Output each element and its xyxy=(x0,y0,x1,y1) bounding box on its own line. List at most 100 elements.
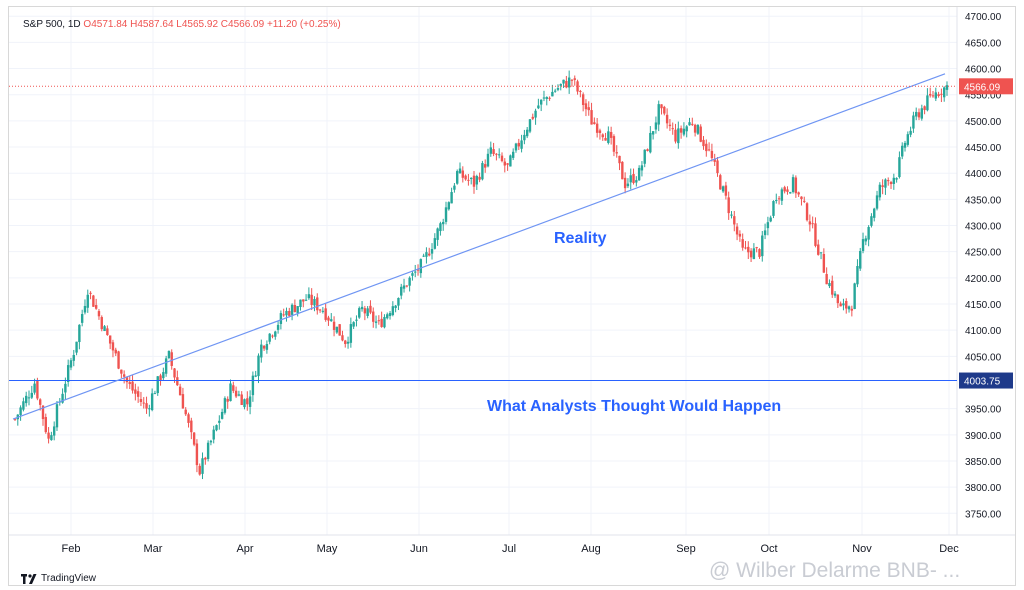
last-price-tag xyxy=(959,78,1013,95)
candle-body xyxy=(772,201,775,216)
analyst-level-label: 4003.75 xyxy=(964,377,1001,388)
candle-body xyxy=(254,375,257,377)
open-value: O4571.84 xyxy=(83,19,128,30)
candle-body xyxy=(422,255,425,257)
candle-body xyxy=(243,399,246,408)
y-tick-label: 4300.00 xyxy=(965,222,1002,233)
candle-body xyxy=(402,285,406,289)
candle-body xyxy=(839,303,842,307)
candle-body xyxy=(503,161,506,166)
candle-body xyxy=(159,375,162,381)
y-tick-label: 4400.00 xyxy=(965,169,1002,180)
x-tick-label: May xyxy=(317,543,338,555)
candle-body xyxy=(330,319,333,322)
candle-body xyxy=(372,311,375,322)
candle-body xyxy=(442,221,445,225)
candle-body xyxy=(763,230,767,236)
candle-body xyxy=(122,374,126,377)
candle-body xyxy=(934,92,938,99)
candle-body xyxy=(181,394,185,409)
close-value: C4566.09 xyxy=(220,19,265,30)
candle-body xyxy=(234,390,238,397)
candle-body xyxy=(699,126,702,142)
candle-body xyxy=(495,153,498,155)
candle-body xyxy=(377,320,381,322)
candle-body xyxy=(470,177,473,180)
y-tick-label: 4150.00 xyxy=(965,300,1002,311)
candle-body xyxy=(898,157,901,178)
y-tick-label: 4600.00 xyxy=(965,65,1002,76)
candle-body xyxy=(929,93,932,96)
candle-body xyxy=(643,149,646,164)
candle-body xyxy=(637,167,641,181)
candle-body xyxy=(567,77,571,88)
candle-body xyxy=(581,94,585,106)
candle-body xyxy=(414,271,417,273)
candle-body xyxy=(828,283,831,287)
candle-body xyxy=(629,175,632,183)
candle-body xyxy=(688,122,691,126)
candle-body xyxy=(92,295,95,307)
candle-body xyxy=(887,180,890,182)
candle-body xyxy=(881,185,884,187)
candle-body xyxy=(808,221,812,225)
candle-body xyxy=(472,175,476,187)
candle-body xyxy=(713,158,716,162)
candle-body xyxy=(870,216,873,226)
candle-body xyxy=(408,277,411,286)
candle-body xyxy=(167,350,171,359)
candle-body xyxy=(61,393,64,403)
candle-body xyxy=(117,351,120,369)
candle-body xyxy=(170,352,173,366)
y-tick-label: 4350.00 xyxy=(965,195,1002,206)
candle-body xyxy=(730,214,733,216)
candle-body xyxy=(125,377,129,383)
price-chart[interactable]: 3750.00 3800.00 3850.00 3900.00 3950.00 4050.… xyxy=(9,7,1015,585)
candle-body xyxy=(302,299,305,302)
candle-body xyxy=(430,249,434,254)
candle-body xyxy=(523,134,526,141)
candle-body xyxy=(453,185,456,190)
candle-body xyxy=(727,197,730,214)
candle-body xyxy=(551,91,554,97)
candle-body xyxy=(296,306,299,314)
candle-body xyxy=(811,223,814,225)
candle-body xyxy=(901,145,904,157)
candle-body xyxy=(75,341,78,353)
candle-body xyxy=(218,420,221,423)
tradingview-brand[interactable]: TradingView xyxy=(21,573,96,584)
candle-body xyxy=(615,152,618,154)
y-tick-label: 3900.00 xyxy=(965,431,1002,442)
candle-body xyxy=(705,143,708,152)
candle-body xyxy=(909,130,912,135)
candle-body xyxy=(660,104,663,109)
candle-body xyxy=(164,358,168,374)
candle-body xyxy=(131,381,134,391)
candle-body xyxy=(587,107,590,111)
candle-body xyxy=(534,110,537,118)
candle-body xyxy=(148,408,151,410)
candle-body xyxy=(251,375,255,396)
candle-body xyxy=(52,426,56,436)
candle-body xyxy=(450,192,453,204)
candle-body xyxy=(461,170,465,178)
candle-body xyxy=(456,171,459,184)
candle-body xyxy=(576,81,579,92)
x-tick-label: Jun xyxy=(410,543,428,555)
candle-body xyxy=(192,432,196,445)
candle-body xyxy=(735,226,739,235)
candle-body xyxy=(257,355,260,377)
candle-body xyxy=(836,294,840,304)
reality-annotation: Reality xyxy=(554,230,607,247)
candle-body xyxy=(674,129,677,142)
candle-body xyxy=(556,88,560,90)
candle-body xyxy=(89,292,92,294)
candle-body xyxy=(565,81,568,88)
candle-body xyxy=(797,192,800,195)
candle-body xyxy=(260,344,263,358)
candle-body xyxy=(38,399,42,405)
candle-body xyxy=(187,414,190,423)
candle-body xyxy=(223,398,227,413)
candle-body xyxy=(282,314,285,316)
candle-body xyxy=(640,165,644,171)
